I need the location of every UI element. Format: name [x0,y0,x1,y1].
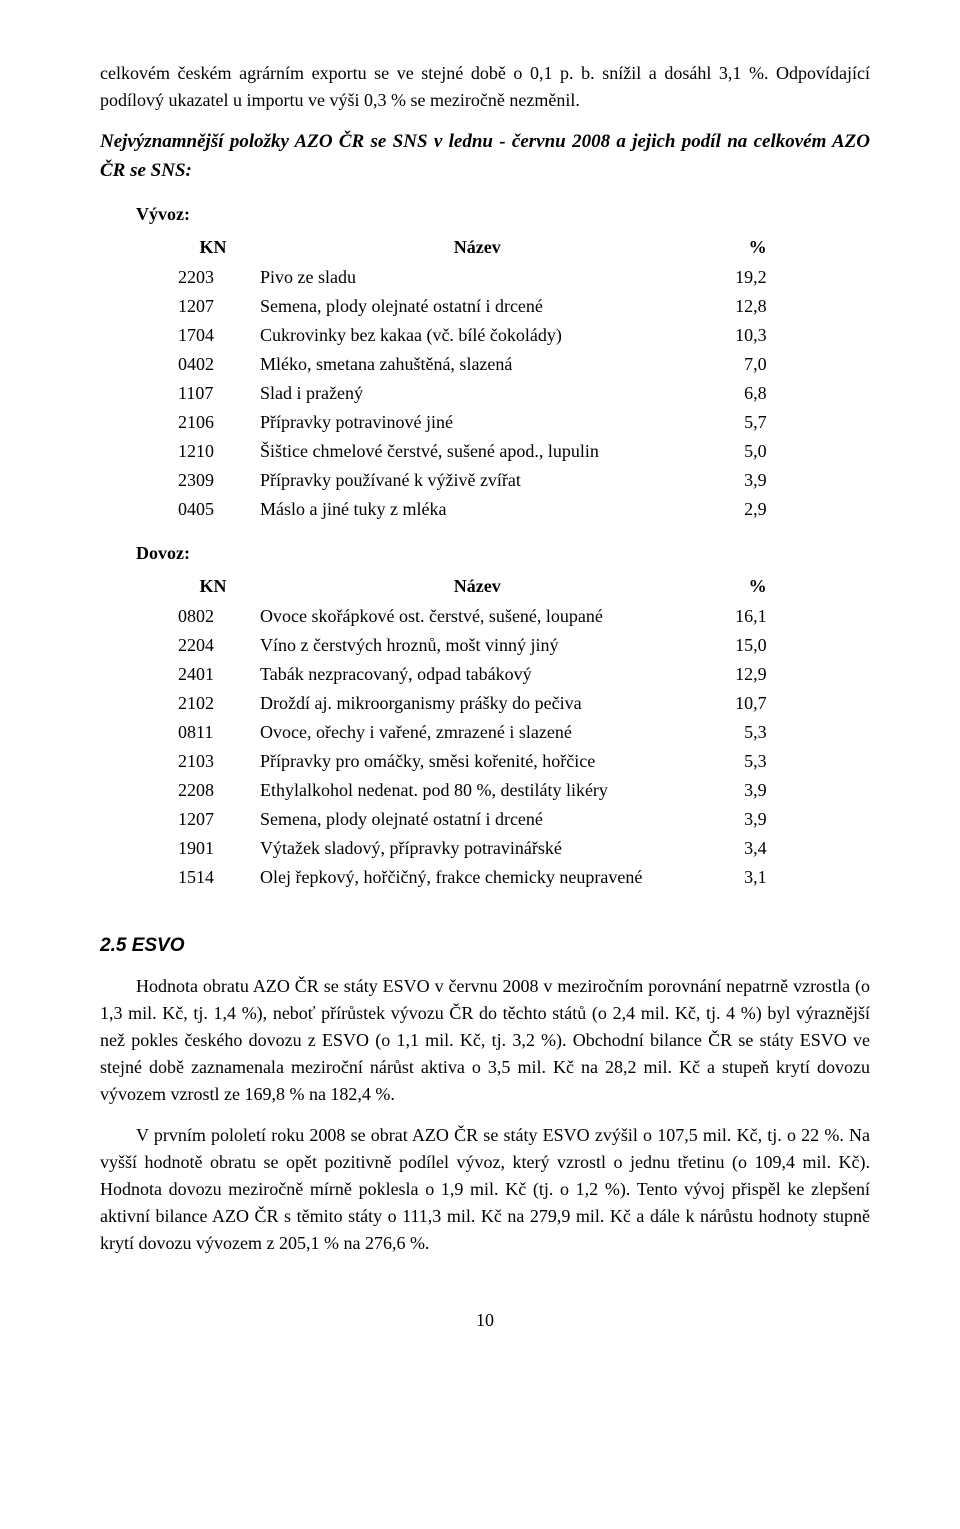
cell-nazev: Mléko, smetana zahuštěná, slazená [254,350,701,379]
table-row: 2106Přípravky potravinové jiné5,7 [172,408,773,437]
table-row: 0811Ovoce, ořechy i vařené, zmrazené i s… [172,718,773,747]
cell-nazev: Olej řepkový, hořčičný, frakce chemicky … [254,863,701,892]
table-row: 0802Ovoce skořápkové ost. čerstvé, sušen… [172,602,773,631]
cell-pct: 5,7 [701,408,773,437]
cell-nazev: Máslo a jiné tuky z mléka [254,495,701,524]
cell-pct: 10,7 [701,689,773,718]
cell-pct: 3,9 [701,776,773,805]
cell-pct: 7,0 [701,350,773,379]
col-header-pct: % [701,232,773,263]
cell-kn: 2102 [172,689,254,718]
cell-kn: 2203 [172,263,254,292]
cell-nazev: Ethylalkohol nedenat. pod 80 %, destilát… [254,776,701,805]
cell-kn: 0802 [172,602,254,631]
cell-pct: 19,2 [701,263,773,292]
table-row: 2208Ethylalkohol nedenat. pod 80 %, dest… [172,776,773,805]
cell-kn: 2208 [172,776,254,805]
cell-pct: 6,8 [701,379,773,408]
esvo-section-title: 2.5 ESVO [100,932,870,961]
cell-kn: 1514 [172,863,254,892]
cell-nazev: Tabák nezpracovaný, odpad tabákový [254,660,701,689]
table-row: 2401Tabák nezpracovaný, odpad tabákový12… [172,660,773,689]
cell-nazev: Semena, plody olejnaté ostatní i drcené [254,805,701,834]
cell-nazev: Cukrovinky bez kakaa (vč. bílé čokolády) [254,321,701,350]
table-row: 0402Mléko, smetana zahuštěná, slazená7,0 [172,350,773,379]
table-row: 1210Šištice chmelové čerstvé, sušené apo… [172,437,773,466]
cell-nazev: Ovoce, ořechy i vařené, zmrazené i slaze… [254,718,701,747]
table-row: 2204Víno z čerstvých hroznů, mošt vinný … [172,631,773,660]
col-header-kn: KN [172,571,254,602]
table-row: 1107Slad i pražený6,8 [172,379,773,408]
cell-pct: 15,0 [701,631,773,660]
table-row: 2102Droždí aj. mikroorganismy prášky do … [172,689,773,718]
esvo-paragraph-2: V prvním pololetí roku 2008 se obrat AZO… [100,1122,870,1257]
cell-kn: 1107 [172,379,254,408]
table-row: 0405Máslo a jiné tuky z mléka2,9 [172,495,773,524]
cell-kn: 2309 [172,466,254,495]
table-row: 1704Cukrovinky bez kakaa (vč. bílé čokol… [172,321,773,350]
col-header-nazev: Název [254,571,701,602]
col-header-kn: KN [172,232,254,263]
cell-pct: 12,9 [701,660,773,689]
cell-nazev: Pivo ze sladu [254,263,701,292]
cell-pct: 5,3 [701,747,773,776]
table-row: 2103Přípravky pro omáčky, směsi kořenité… [172,747,773,776]
cell-pct: 3,9 [701,805,773,834]
cell-kn: 1207 [172,292,254,321]
table-row: 1514Olej řepkový, hořčičný, frakce chemi… [172,863,773,892]
section-heading: Nejvýznamnější položky AZO ČR se SNS v l… [100,128,870,185]
dovoz-subheading: Dovoz: [136,540,870,567]
cell-nazev: Výtažek sladový, přípravky potravinářské [254,834,701,863]
table-header-row: KN Název % [172,571,773,602]
table-row: 1207Semena, plody olejnaté ostatní i drc… [172,805,773,834]
cell-nazev: Slad i pražený [254,379,701,408]
table-row: 1207Semena, plody olejnaté ostatní i drc… [172,292,773,321]
cell-pct: 3,4 [701,834,773,863]
page-number: 10 [100,1307,870,1334]
cell-kn: 0811 [172,718,254,747]
cell-kn: 1207 [172,805,254,834]
cell-kn: 1901 [172,834,254,863]
cell-nazev: Droždí aj. mikroorganismy prášky do peči… [254,689,701,718]
dovoz-table: KN Název % 0802Ovoce skořápkové ost. čer… [172,571,773,892]
cell-kn: 2204 [172,631,254,660]
cell-pct: 3,1 [701,863,773,892]
vyvoz-table: KN Název % 2203Pivo ze sladu19,21207Seme… [172,232,773,524]
cell-pct: 3,9 [701,466,773,495]
cell-nazev: Ovoce skořápkové ost. čerstvé, sušené, l… [254,602,701,631]
cell-pct: 5,0 [701,437,773,466]
cell-nazev: Přípravky potravinové jiné [254,408,701,437]
intro-paragraph: celkovém českém agrárním exportu se ve s… [100,60,870,114]
cell-nazev: Víno z čerstvých hroznů, mošt vinný jiný [254,631,701,660]
cell-kn: 1704 [172,321,254,350]
table-row: 2203Pivo ze sladu19,2 [172,263,773,292]
table-header-row: KN Název % [172,232,773,263]
cell-pct: 5,3 [701,718,773,747]
table-row: 1901Výtažek sladový, přípravky potraviná… [172,834,773,863]
cell-kn: 1210 [172,437,254,466]
esvo-paragraph-1: Hodnota obratu AZO ČR se státy ESVO v če… [100,973,870,1108]
table-row: 2309Přípravky používané k výživě zvířat3… [172,466,773,495]
cell-pct: 12,8 [701,292,773,321]
cell-pct: 16,1 [701,602,773,631]
col-header-nazev: Název [254,232,701,263]
cell-kn: 0402 [172,350,254,379]
cell-pct: 2,9 [701,495,773,524]
cell-pct: 10,3 [701,321,773,350]
cell-nazev: Šištice chmelové čerstvé, sušené apod., … [254,437,701,466]
cell-kn: 2103 [172,747,254,776]
cell-nazev: Přípravky pro omáčky, směsi kořenité, ho… [254,747,701,776]
cell-kn: 2401 [172,660,254,689]
cell-nazev: Přípravky používané k výživě zvířat [254,466,701,495]
cell-kn: 2106 [172,408,254,437]
cell-kn: 0405 [172,495,254,524]
col-header-pct: % [701,571,773,602]
cell-nazev: Semena, plody olejnaté ostatní i drcené [254,292,701,321]
vyvoz-subheading: Vývoz: [136,201,870,228]
